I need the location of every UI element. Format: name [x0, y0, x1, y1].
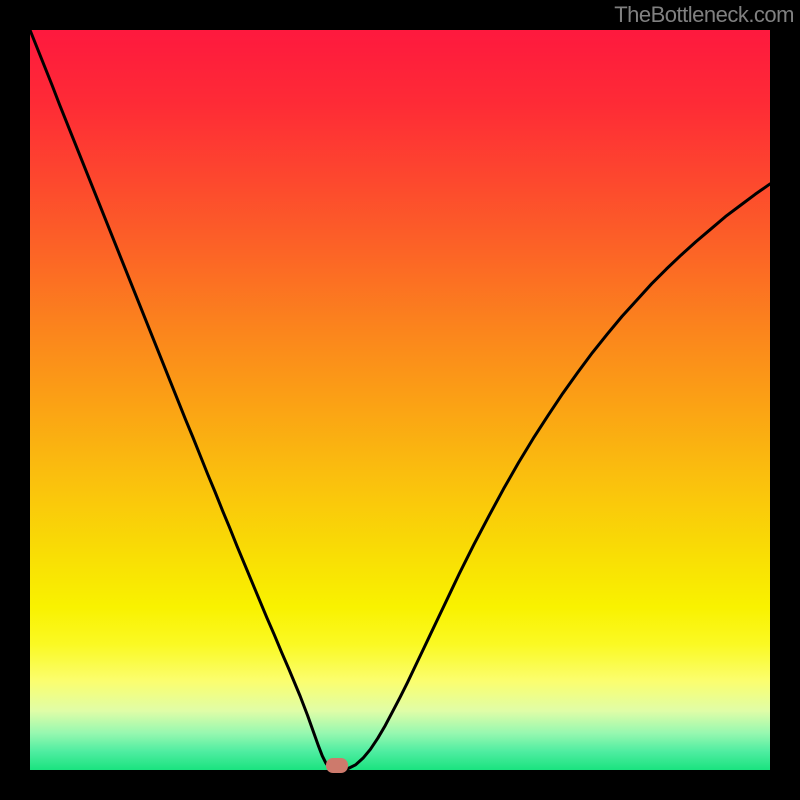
- plot-svg: [0, 0, 800, 800]
- minimum-marker: [326, 758, 348, 773]
- chart-container: TheBottleneck.com: [0, 0, 800, 800]
- watermark-text: TheBottleneck.com: [614, 2, 794, 28]
- gradient-background: [30, 30, 770, 770]
